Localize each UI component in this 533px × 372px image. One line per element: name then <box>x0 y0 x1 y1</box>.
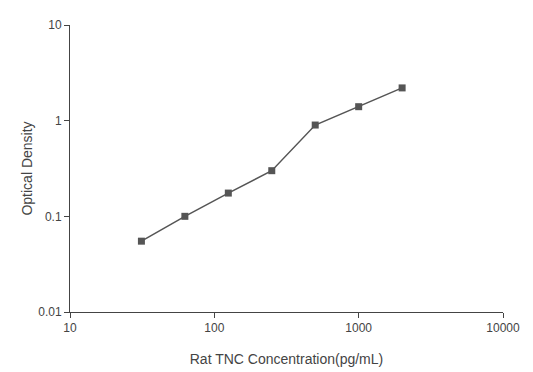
svg-text:10: 10 <box>48 18 62 32</box>
svg-text:1: 1 <box>55 114 62 128</box>
svg-text:10000: 10000 <box>486 321 520 335</box>
svg-text:100: 100 <box>204 321 224 335</box>
svg-text:1000: 1000 <box>345 321 372 335</box>
svg-text:0.1: 0.1 <box>45 210 62 224</box>
svg-text:Rat TNC Concentration(pg/mL): Rat TNC Concentration(pg/mL) <box>190 351 383 367</box>
svg-text:0.01: 0.01 <box>38 305 62 319</box>
svg-text:10: 10 <box>63 321 77 335</box>
svg-text:Optical Density: Optical Density <box>19 121 35 215</box>
